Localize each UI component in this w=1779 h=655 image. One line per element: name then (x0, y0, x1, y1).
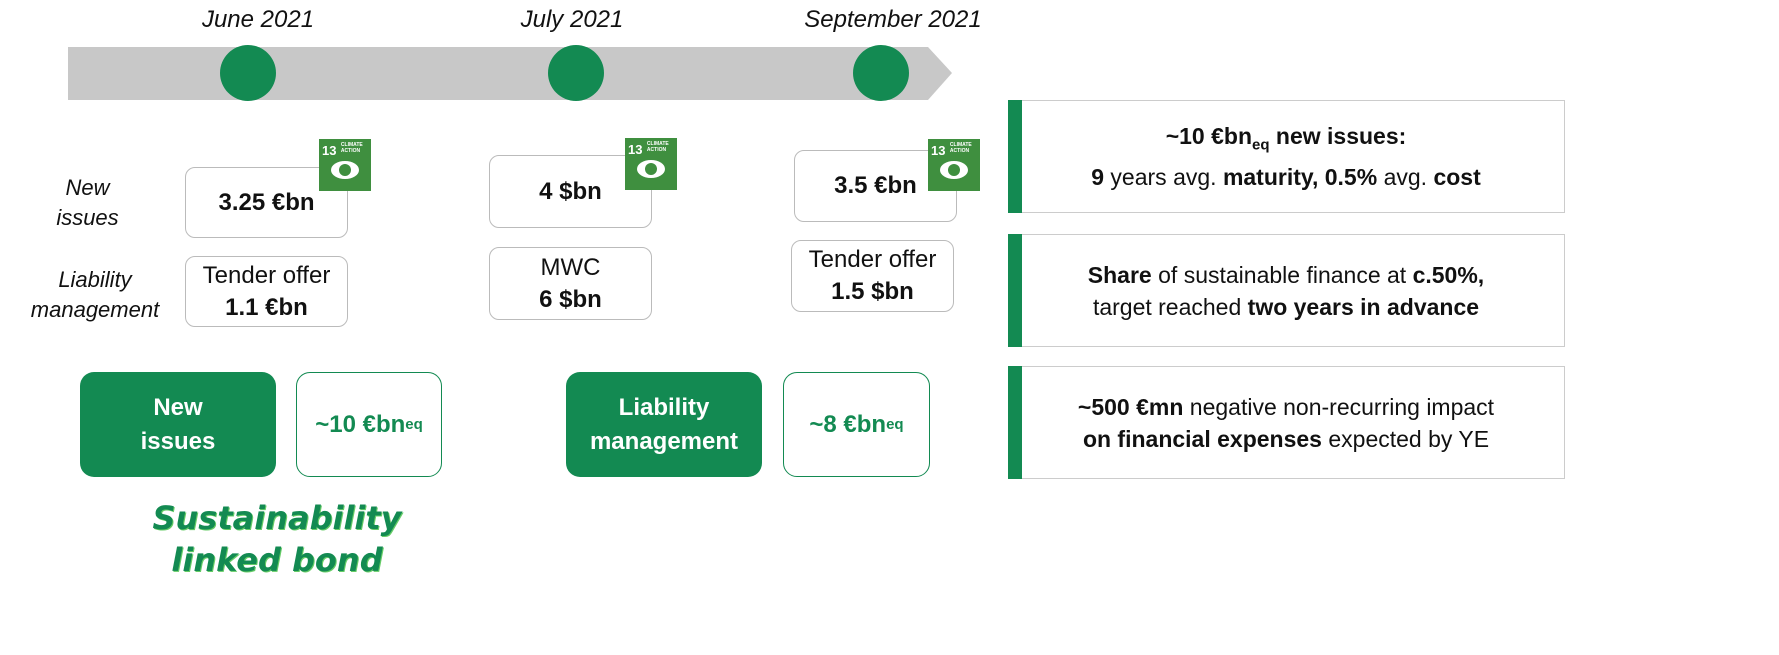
operation: Tender offer (808, 246, 937, 273)
highlight-panel: ~500 €mn negative non-recurring impact o… (1008, 366, 1565, 479)
icon-eye (940, 161, 968, 179)
sustainability-note: Sustainability linked bond (152, 499, 402, 579)
text: years avg. (1104, 164, 1223, 191)
highlight-panel: ~10 €bneq new issues: 9 years avg. matur… (1008, 100, 1565, 213)
amount: ~8 €bn (809, 410, 887, 438)
row-label: Liability management (30, 267, 160, 322)
text: ~10 €bn (1165, 122, 1252, 149)
summary-label: New issues (80, 372, 276, 477)
liability-box: Tender offer 1.5 $bn (791, 240, 954, 312)
liability-box: Tender offer 1.1 €bn (185, 256, 348, 327)
timeline-arrow (68, 47, 952, 100)
amount: 1.5 $bn (831, 278, 914, 305)
timeline (68, 45, 952, 101)
operation: Tender offer (202, 261, 331, 289)
line: ~500 €mn negative non-recurring impact (1078, 391, 1494, 423)
date: July 2021 (520, 6, 624, 33)
icon-eye (637, 160, 665, 178)
highlight-panel: Share of sustainable finance at c.50%, t… (1008, 234, 1565, 347)
milestone (548, 45, 604, 101)
amount: ~10 €bn (315, 410, 406, 438)
amount: 3.5 €bn (834, 172, 917, 199)
icon-label: CLIMATE ACTION (646, 141, 669, 153)
sdg-icon: 13 CLIMATE ACTION (625, 138, 677, 190)
line: on financial expenses expected by YE (1083, 423, 1489, 455)
operation: MWC (540, 253, 601, 281)
text: of sustainable finance at (1151, 261, 1413, 288)
subscript: eq (886, 416, 904, 433)
sdg-icon: 13 CLIMATE ACTION (928, 139, 980, 191)
row-label: New issues (56, 175, 119, 230)
icon-label: CLIMATE ACTION (949, 142, 972, 154)
icon-number: 13 (322, 143, 337, 158)
issue-box: 4 $bn (489, 155, 652, 228)
text: c.50%, (1412, 261, 1485, 288)
text: new issues: (1269, 122, 1407, 149)
amount: 6 $bn (539, 285, 602, 313)
icon-eye (331, 161, 359, 179)
icon-number: 13 (628, 142, 643, 157)
text: expected by YE (1321, 425, 1490, 452)
sdg-icon: 13 CLIMATE ACTION (319, 139, 371, 191)
text: cost (1433, 164, 1481, 191)
milestone (220, 45, 276, 101)
summary-amount: ~8 €bn eq (783, 372, 930, 477)
date: June 2021 (201, 6, 315, 33)
subscript: eq (405, 416, 423, 433)
icon-number: 13 (931, 143, 946, 158)
text: negative non-recurring impact (1183, 393, 1495, 420)
summary-label: Liability management (566, 372, 762, 477)
subscript: eq (1252, 136, 1270, 154)
text: target reached (1092, 293, 1248, 320)
text: 9 (1091, 164, 1105, 191)
text: Share (1087, 261, 1152, 288)
line: target reached two years in advance (1093, 291, 1479, 323)
text: ~500 €mn (1077, 393, 1184, 420)
amount: 1.1 €bn (225, 293, 308, 321)
amount: 4 $bn (539, 177, 602, 205)
text: two years in advance (1247, 293, 1480, 320)
text: on financial expenses (1082, 425, 1322, 452)
liability-box: MWC 6 $bn (489, 247, 652, 320)
line: 9 years avg. maturity, 0.5% avg. cost (1091, 161, 1481, 193)
text: maturity, 0.5% (1222, 164, 1378, 191)
amount: 3.25 €bn (218, 188, 315, 216)
summary-amount: ~10 €bn eq (296, 372, 442, 477)
line: ~10 €bneq new issues: (1166, 120, 1407, 162)
text: avg. (1377, 164, 1434, 191)
icon-label: CLIMATE ACTION (340, 142, 363, 154)
milestone (853, 45, 909, 101)
line: Share of sustainable finance at c.50%, (1088, 259, 1484, 291)
date: September 2021 (804, 6, 982, 33)
